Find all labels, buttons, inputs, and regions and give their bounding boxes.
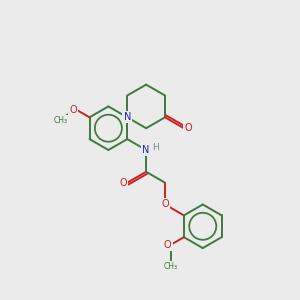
Text: O: O	[164, 240, 172, 250]
Text: N: N	[124, 112, 131, 122]
Text: O: O	[70, 105, 77, 115]
Text: CH₃: CH₃	[54, 116, 68, 125]
Text: O: O	[119, 178, 127, 188]
Text: N: N	[142, 145, 150, 155]
Text: CH₃: CH₃	[164, 262, 178, 271]
Text: O: O	[161, 200, 169, 209]
Text: H: H	[152, 142, 158, 152]
Text: O: O	[184, 123, 192, 133]
